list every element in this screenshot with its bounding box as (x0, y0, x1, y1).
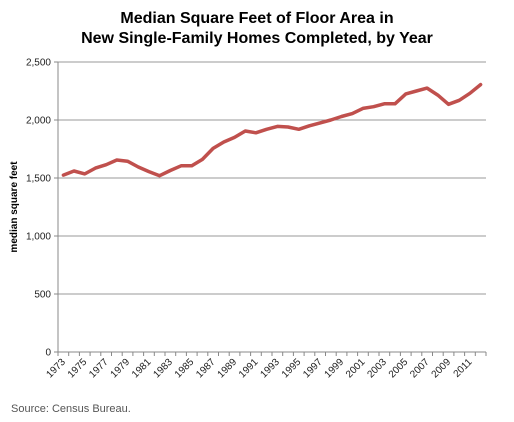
x-tick-label: 2007 (408, 357, 432, 381)
x-tick-label: 1993 (258, 357, 282, 381)
chart-title-line-2: New Single-Family Homes Completed, by Ye… (81, 30, 433, 47)
y-axis-label: median square feet (9, 161, 20, 253)
x-tick-label: 1991 (237, 357, 261, 381)
y-tick-label: 2,500 (26, 58, 51, 69)
source-note: Source: Census Bureau. (11, 403, 131, 415)
x-tick-label: 1999 (323, 357, 347, 381)
y-tick-label: 500 (34, 290, 51, 301)
x-tick-label: 1977 (87, 357, 111, 381)
x-tick-label: 1973 (44, 357, 68, 381)
x-tick-label: 2009 (430, 357, 454, 381)
x-tick-label: 1979 (109, 357, 133, 381)
y-tick-label: 1,000 (26, 232, 51, 243)
x-tick-label: 1985 (173, 357, 197, 381)
x-tick-label: 1995 (280, 357, 304, 381)
chart-title: Median Square Feet of Floor Area in New … (0, 9, 514, 49)
y-tick-label: 0 (45, 348, 51, 359)
x-tick-label: 1981 (130, 357, 154, 381)
chart-title-line-1: Median Square Feet of Floor Area in (120, 10, 394, 27)
y-tick-label: 2,000 (26, 116, 51, 127)
x-tick-label: 2011 (452, 357, 475, 380)
x-tick-label: 1987 (194, 357, 218, 381)
x-tick-label: 2001 (344, 357, 368, 381)
x-tick-label: 1997 (301, 357, 325, 381)
x-tick-label: 2005 (387, 357, 411, 381)
x-tick-label: 1989 (216, 357, 240, 381)
x-tick-label: 2003 (365, 357, 389, 381)
series-line (61, 82, 483, 178)
x-tick-label: 1983 (151, 357, 175, 381)
x-tick-label: 1975 (66, 357, 90, 381)
y-tick-label: 1,500 (26, 174, 51, 185)
